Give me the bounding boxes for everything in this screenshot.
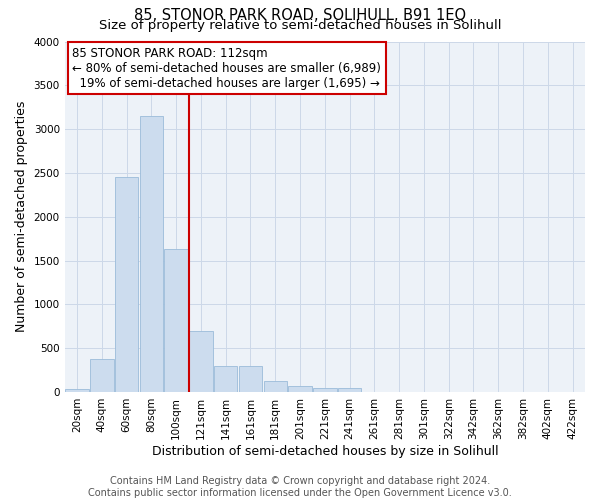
Bar: [288, 386, 312, 392]
X-axis label: Distribution of semi-detached houses by size in Solihull: Distribution of semi-detached houses by …: [152, 444, 498, 458]
Bar: [338, 388, 361, 392]
Bar: [140, 116, 163, 392]
Bar: [115, 178, 139, 392]
Text: Size of property relative to semi-detached houses in Solihull: Size of property relative to semi-detach…: [99, 18, 501, 32]
Bar: [263, 380, 287, 392]
Bar: [164, 249, 188, 392]
Bar: [65, 390, 89, 392]
Bar: [214, 366, 238, 392]
Bar: [90, 359, 113, 392]
Text: 85 STONOR PARK ROAD: 112sqm
← 80% of semi-detached houses are smaller (6,989)
  : 85 STONOR PARK ROAD: 112sqm ← 80% of sem…: [73, 47, 382, 90]
Y-axis label: Number of semi-detached properties: Number of semi-detached properties: [15, 101, 28, 332]
Text: 85, STONOR PARK ROAD, SOLIHULL, B91 1EQ: 85, STONOR PARK ROAD, SOLIHULL, B91 1EQ: [134, 8, 466, 22]
Bar: [189, 330, 213, 392]
Bar: [313, 388, 337, 392]
Bar: [239, 366, 262, 392]
Text: Contains HM Land Registry data © Crown copyright and database right 2024.
Contai: Contains HM Land Registry data © Crown c…: [88, 476, 512, 498]
